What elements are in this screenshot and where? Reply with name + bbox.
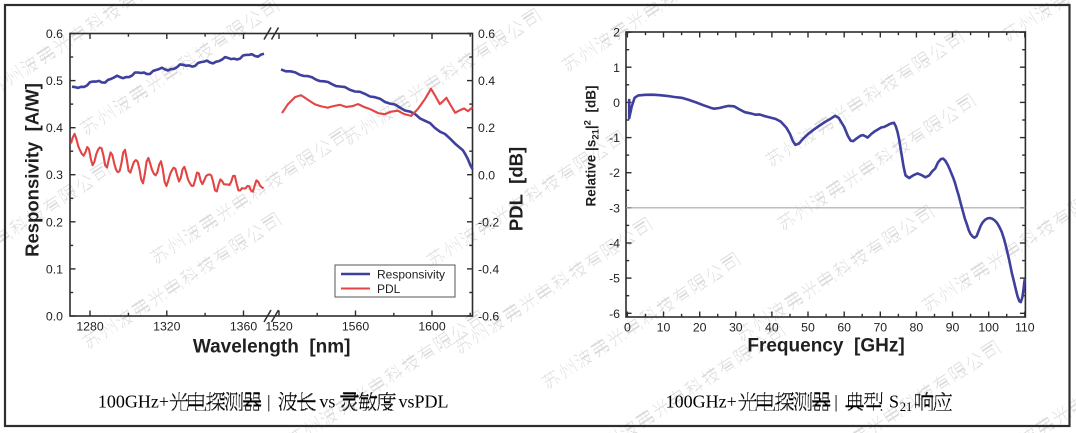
svg-text:-5: -5 — [609, 272, 620, 286]
svg-text:|: | — [834, 392, 838, 412]
svg-text:1600: 1600 — [418, 320, 446, 334]
svg-text:0.6: 0.6 — [46, 27, 63, 41]
svg-text:PDL [dB]: PDL [dB] — [506, 147, 527, 231]
svg-text:S: S — [889, 392, 899, 412]
svg-text:1: 1 — [613, 61, 620, 75]
svg-text:0.5: 0.5 — [46, 74, 63, 88]
svg-text:100GHz+: 100GHz+ — [98, 392, 169, 412]
svg-text:Responsivity: Responsivity — [377, 268, 445, 282]
svg-text:-1: -1 — [609, 131, 620, 145]
svg-text:1360: 1360 — [230, 320, 258, 334]
svg-text:|: | — [267, 392, 271, 412]
svg-text:-3: -3 — [609, 201, 620, 215]
svg-text:21: 21 — [900, 400, 913, 414]
svg-text:1560: 1560 — [342, 320, 370, 334]
svg-text:vs: vs — [319, 392, 335, 412]
svg-text:PDL: PDL — [377, 282, 401, 296]
svg-text:100GHz+: 100GHz+ — [666, 392, 737, 412]
svg-text:1520: 1520 — [265, 320, 293, 334]
svg-text:0.0: 0.0 — [46, 310, 63, 324]
svg-text:-6: -6 — [609, 307, 620, 321]
svg-text:0.0: 0.0 — [478, 168, 495, 182]
svg-text:110: 110 — [1015, 321, 1035, 335]
svg-text:0.6: 0.6 — [478, 27, 495, 41]
svg-text:70: 70 — [873, 321, 887, 335]
svg-text:-0.2: -0.2 — [478, 215, 499, 229]
svg-text:Relative |s21|2 [dB]: Relative |s21|2 [dB] — [583, 86, 602, 207]
svg-text:0.3: 0.3 — [46, 168, 63, 182]
svg-text:2: 2 — [613, 26, 620, 40]
svg-text:0: 0 — [624, 321, 631, 335]
svg-text:vsPDL: vsPDL — [399, 392, 449, 412]
svg-text:-0.6: -0.6 — [478, 310, 499, 324]
svg-text:0: 0 — [613, 96, 620, 110]
svg-text:-0.4: -0.4 — [478, 262, 499, 276]
svg-text:-4: -4 — [609, 237, 620, 251]
svg-text:0.2: 0.2 — [46, 215, 63, 229]
svg-text:-2: -2 — [609, 166, 620, 180]
svg-text:Frequency [GHz]: Frequency [GHz] — [747, 336, 904, 357]
svg-text:10: 10 — [657, 321, 671, 335]
svg-text:Responsivity [A/W]: Responsivity [A/W] — [22, 83, 43, 257]
svg-text:Wavelength [nm]: Wavelength [nm] — [193, 337, 351, 358]
svg-text:80: 80 — [910, 321, 924, 335]
svg-text:100: 100 — [978, 321, 999, 335]
svg-text:0.4: 0.4 — [478, 74, 495, 88]
svg-text:50: 50 — [801, 321, 815, 335]
svg-text:0.2: 0.2 — [478, 121, 495, 135]
svg-text:1320: 1320 — [153, 320, 181, 334]
svg-text:30: 30 — [729, 321, 743, 335]
svg-text:40: 40 — [765, 321, 779, 335]
svg-text:60: 60 — [837, 321, 851, 335]
svg-text:0.4: 0.4 — [46, 121, 63, 135]
svg-text:0.1: 0.1 — [46, 262, 63, 276]
svg-text:90: 90 — [946, 321, 960, 335]
svg-text:1280: 1280 — [76, 320, 104, 334]
svg-text:20: 20 — [693, 321, 707, 335]
